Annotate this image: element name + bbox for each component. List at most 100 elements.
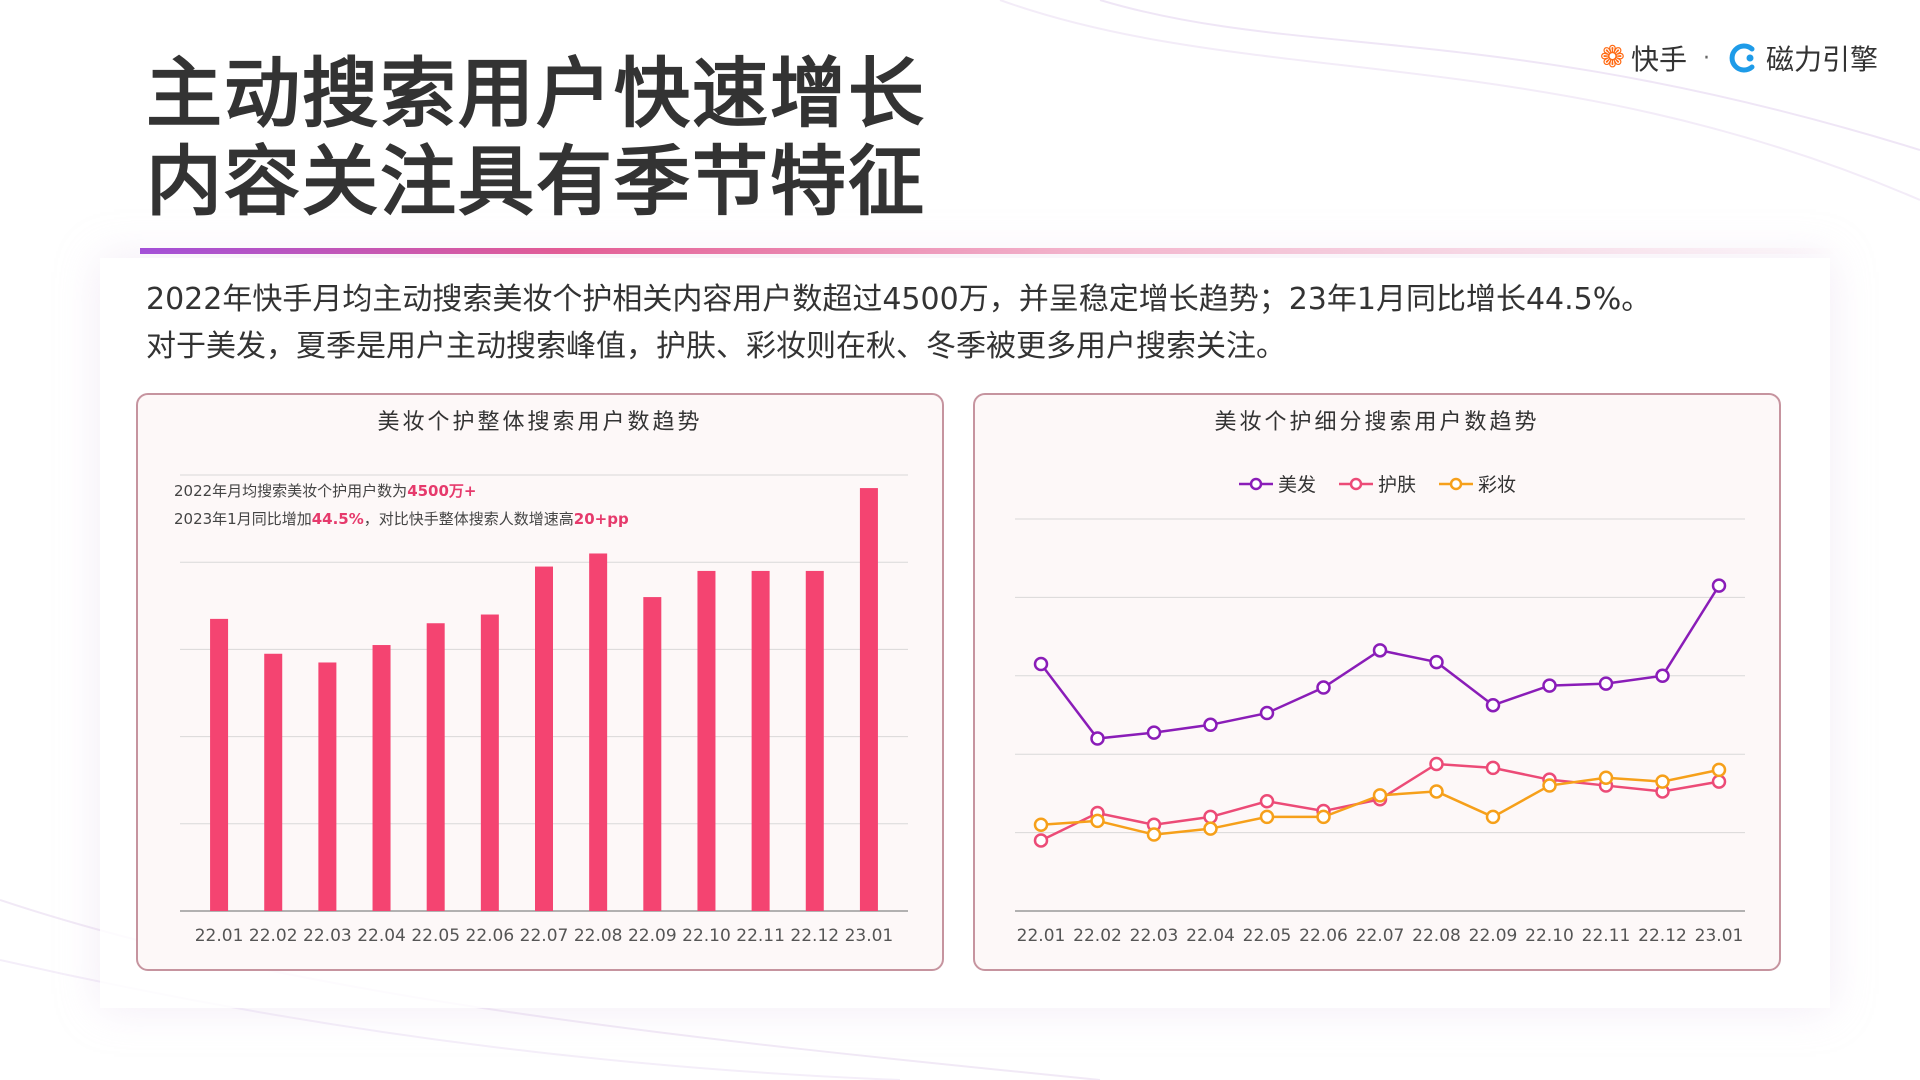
annotation-monthly-users: 2022年月均搜索美妆个护用户数为4500万+ [174,480,477,501]
bar-22.12 [805,570,824,911]
point-makeup-22.08 [1429,784,1444,799]
line-x-tick-label: 22.08 [1412,926,1461,946]
bar-x-tick-label: 22.11 [736,926,785,946]
point-makeup-22.05 [1259,809,1275,825]
line-x-tick-label: 22.03 [1130,926,1179,946]
bar-x-tick-label: 22.05 [411,926,460,946]
point-makeup-23.01 [1711,762,1727,778]
kuaishou-logo-text: 快手 [1630,43,1687,76]
annotation-2-highlight: 44.5% [311,510,364,528]
point-hair-22.10 [1542,678,1557,693]
bar-x-tick-label: 22.01 [195,926,244,946]
description: 2022年快手月均主动搜索美妆个护相关内容用户数超过4500万，并呈稳定增长趋势… [146,276,1846,370]
annotation-2-middle: ，对比快手整体搜索人数增速高 [363,510,574,528]
page-title: 主动搜索用户快速增长 内容关注具有季节特征 [146,50,926,226]
line-x-tick-label: 22.12 [1638,926,1687,946]
legend-item-makeup: 彩妆 [1438,470,1516,497]
point-skin-22.08 [1429,756,1444,772]
bar-x-tick-label: 22.03 [303,926,352,946]
point-hair-22.08 [1429,654,1444,670]
point-makeup-22.03 [1146,827,1162,842]
point-hair-22.05 [1259,705,1275,721]
point-hair-22.01 [1033,656,1049,672]
line-chart-title: 美妆个护细分搜索用户数趋势 [1214,410,1540,435]
point-hair-22.12 [1655,668,1670,684]
overall-search-chart-card: 美妆个护整体搜索用户数趋势 22.01 22.02 22.03 22.04 22.05 2… [136,393,944,971]
bar-x-tick-label: 22.07 [520,926,569,946]
point-hair-22.02 [1090,731,1105,746]
bar-22.11 [751,570,770,911]
bar-22.10 [697,570,716,911]
point-hair-22.03 [1146,725,1162,740]
legend-item-skin: 护肤 [1338,470,1416,497]
point-hair-23.01 [1711,578,1727,593]
annotation-1-highlight: 4500万+ [407,482,477,500]
line-x-tick-label: 22.04 [1186,926,1235,946]
line-x-tick-label: 22.05 [1243,926,1292,946]
legend-label-makeup: 彩妆 [1478,474,1517,496]
bar-x-tick-label: 23.01 [845,926,894,946]
point-makeup-22.07 [1372,788,1388,803]
title-gradient-rule [140,248,1840,254]
bar-x-tick-label: 22.08 [574,926,623,946]
cili-engine-icon [1729,43,1755,73]
bar-22.02 [264,653,283,911]
point-makeup-22.06 [1316,809,1331,825]
line-x-tick-label: 22.07 [1356,926,1405,946]
bar-chart-title: 美妆个护整体搜索用户数趋势 [377,410,703,435]
bar-x-tick-label: 22.12 [790,926,839,946]
point-hair-22.07 [1372,643,1388,658]
logo-separator: · [1702,45,1710,71]
point-skin-22.05 [1259,793,1275,809]
bar-23.01 [859,488,878,911]
title-line-1: 主动搜索用户快速增长 [146,49,926,138]
annotation-1-text: 2022年月均搜索美妆个护用户数为 [174,482,408,500]
point-makeup-22.04 [1203,821,1218,836]
point-makeup-22.02 [1090,813,1105,829]
bar-22.01 [210,618,229,911]
legend-marker-hair [1238,477,1273,490]
segment-search-chart-card: 美妆个护细分搜索用户数趋势 美发 护肤 彩妆 22.01 22.02 22.03 22… [973,393,1781,971]
annotation-2-highlight-2: 20+pp [573,510,629,528]
bar-22.05 [426,623,445,911]
line-x-tick-label: 23.01 [1695,926,1744,946]
bar-x-tick-label: 22.06 [466,926,515,946]
bar-22.08 [589,553,608,911]
bar-22.06 [480,614,499,911]
point-skin-22.09 [1485,760,1501,776]
point-hair-22.11 [1598,676,1614,691]
bar-chart: 22.01 22.02 22.03 22.04 22.05 22.06 22.07 22.08… [180,474,908,946]
description-line-2: 对于美发，夏季是用户主动搜索峰值，护肤、彩妆则在秋、冬季被更多用户搜索关注。 [146,329,1286,364]
line-x-tick-label: 22.02 [1073,926,1122,946]
legend-marker-skin [1338,477,1373,490]
line-x-tick-label: 22.01 [1017,926,1066,946]
legend-label-skin: 护肤 [1377,474,1416,496]
title-line-2: 内容关注具有季节特征 [146,137,926,226]
legend-item-hair: 美发 [1238,470,1316,497]
line-x-tick-label: 22.09 [1469,926,1518,946]
bar-22.04 [372,645,391,911]
bar-x-tick-label: 22.04 [357,926,406,946]
line-chart-legend: 美发 护肤 彩妆 [975,470,1779,497]
point-hair-22.04 [1203,717,1218,733]
point-skin-22.04 [1203,809,1218,825]
description-line-1: 2022年快手月均主动搜索美妆个护相关内容用户数超过4500万，并呈稳定增长趋势… [146,282,1652,317]
legend-marker-makeup [1439,477,1473,490]
point-hair-22.06 [1316,680,1331,695]
line-x-tick-label: 22.11 [1582,926,1631,946]
bar-22.07 [535,566,553,911]
line-x-tick-label: 22.10 [1525,926,1574,946]
point-makeup-22.09 [1485,809,1501,825]
bar-22.09 [643,597,662,911]
point-skin-23.01 [1711,774,1727,789]
series-line-hair [1040,584,1721,740]
point-makeup-22.12 [1655,774,1670,789]
line-chart: 22.01 22.02 22.03 22.04 22.05 22.06 22.07 22.08… [1015,518,1745,946]
point-makeup-22.11 [1598,770,1614,785]
line-x-tick-label: 22.06 [1299,926,1348,946]
annotation-yoy-growth: 2023年1月同比增加44.5%，对比快手整体搜索人数增速高20+pp [174,508,629,529]
cili-logo-text: 磁力引擎 [1765,43,1878,76]
point-hair-22.09 [1485,697,1501,713]
bar-22.03 [318,662,337,911]
point-makeup-22.10 [1542,778,1557,793]
